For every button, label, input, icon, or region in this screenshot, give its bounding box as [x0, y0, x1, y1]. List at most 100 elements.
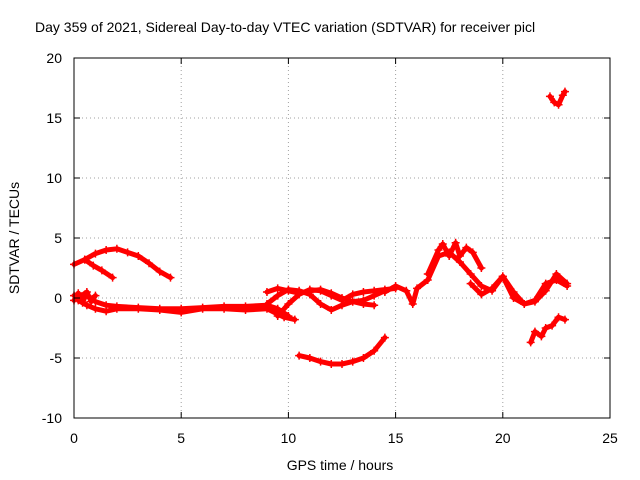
data-point: [82, 301, 91, 310]
data-point: [295, 289, 304, 298]
data-point: [273, 291, 282, 300]
series-early-burst: [70, 288, 100, 307]
data-point: [295, 351, 304, 360]
x-tick-label: 5: [177, 430, 185, 446]
series-upper-arc-early: [70, 244, 175, 282]
data-point: [550, 98, 559, 107]
data-point: [391, 282, 400, 290]
data-point: [241, 306, 250, 314]
data-point: [462, 243, 471, 252]
data-point: [488, 284, 497, 293]
series-trail: [82, 257, 116, 281]
data-point: [102, 307, 111, 316]
y-tick-label: 0: [54, 290, 62, 306]
data-point: [262, 288, 271, 296]
data-point: [145, 259, 154, 268]
data-point: [316, 285, 325, 294]
data-point: [554, 313, 563, 322]
data-point: [434, 246, 443, 254]
data-point: [530, 327, 539, 336]
data-point: [548, 321, 557, 330]
data-point: [155, 267, 164, 276]
chart-title: Day 359 of 2021, Sidereal Day-to-day VTE…: [35, 19, 535, 35]
data-point: [477, 282, 486, 290]
data-point: [338, 294, 346, 302]
data-point: [541, 286, 550, 295]
data-point: [316, 357, 325, 366]
y-tick-label: -10: [42, 410, 62, 426]
series-high-outlier: [545, 87, 569, 109]
x-tick-label: 15: [388, 430, 404, 446]
y-tick-label: 10: [46, 170, 62, 186]
series-lower-track-early: [74, 296, 299, 324]
data-point: [455, 252, 464, 260]
data-point: [359, 296, 368, 305]
y-tick-labels: -10 -5 0 5 10 15 20: [42, 50, 62, 426]
data-point: [102, 246, 111, 254]
data-point: [280, 313, 289, 322]
data-point: [134, 252, 143, 260]
data-point: [273, 284, 282, 293]
data-point: [466, 279, 475, 288]
series-short-arc-early: [80, 255, 117, 282]
y-axis-label: SDTVAR / TECUs: [6, 182, 22, 294]
data-point: [290, 315, 299, 324]
data-point: [408, 300, 417, 308]
data-point: [370, 291, 379, 300]
data-point: [477, 264, 486, 272]
data-point: [112, 244, 121, 253]
data-point: [338, 360, 346, 368]
x-tick-label: 10: [281, 430, 297, 446]
data-point: [537, 332, 546, 341]
series-negative-arc: [295, 333, 389, 368]
data-point: [348, 290, 357, 299]
data-point: [91, 304, 100, 313]
data-point: [97, 266, 106, 275]
data-point: [80, 255, 89, 264]
data-point: [423, 270, 432, 278]
data-marks: [70, 87, 572, 368]
data-point: [348, 297, 357, 306]
data-point: [284, 300, 293, 308]
data-point: [370, 346, 379, 355]
data-point: [89, 261, 98, 270]
data-point: [438, 240, 447, 248]
data-point: [359, 354, 368, 362]
data-point: [380, 288, 389, 296]
data-point: [380, 333, 389, 342]
series-late-wave: [466, 270, 572, 308]
tick-marks: [73, 57, 611, 419]
data-point: [509, 288, 518, 296]
data-point: [155, 306, 164, 314]
data-point: [348, 357, 357, 366]
data-point: [91, 249, 100, 258]
data-point: [327, 306, 336, 314]
data-point: [284, 286, 293, 295]
data-point: [477, 290, 486, 299]
x-tick-label: 0: [70, 430, 78, 446]
y-tick-label: 20: [46, 50, 62, 66]
data-point: [305, 354, 314, 362]
data-point: [166, 273, 175, 282]
data-point: [554, 100, 563, 109]
data-point: [468, 248, 477, 257]
data-point: [402, 286, 411, 295]
data-point: [198, 304, 207, 313]
data-point: [305, 286, 314, 295]
data-point: [91, 291, 100, 300]
y-tick-label: -5: [50, 350, 63, 366]
data-point: [108, 273, 117, 282]
data-point: [123, 248, 132, 257]
data-point: [220, 304, 229, 313]
data-point: [359, 288, 368, 296]
data-point: [498, 272, 507, 281]
data-point: [370, 301, 379, 310]
data-point: [541, 324, 550, 332]
data-point: [413, 284, 422, 293]
y-tick-label: 5: [54, 230, 62, 246]
data-point: [445, 252, 454, 260]
series-late-negative: [526, 313, 569, 347]
data-point: [451, 238, 460, 247]
